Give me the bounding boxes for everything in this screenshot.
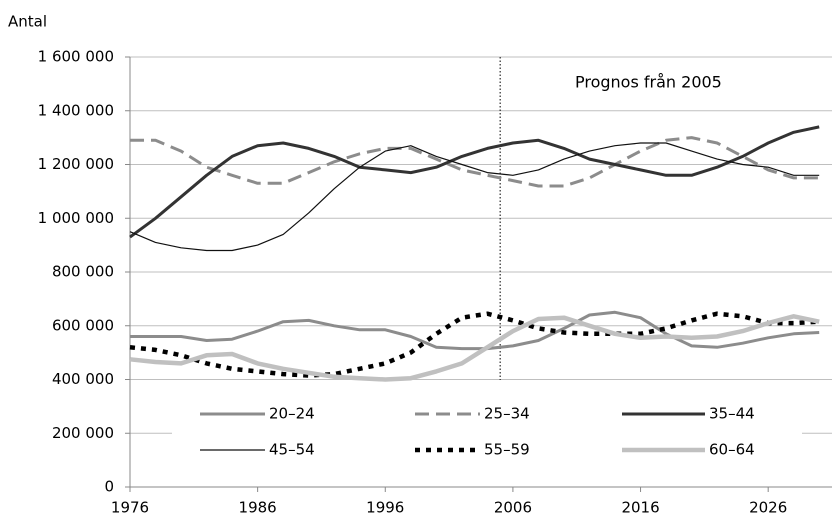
series-line bbox=[130, 136, 820, 188]
x-tick-label: 2016 bbox=[621, 499, 659, 517]
series-line bbox=[129, 142, 820, 252]
x-tick-label: 2026 bbox=[749, 499, 787, 517]
legend-label: 35–44 bbox=[709, 405, 755, 423]
y-tick-label: 600 000 bbox=[52, 316, 114, 334]
legend-label: 25–34 bbox=[484, 405, 530, 423]
legend-label: 55–59 bbox=[484, 441, 530, 459]
x-tick-label: 1976 bbox=[111, 499, 149, 517]
x-tick-label: 1996 bbox=[366, 499, 404, 517]
legend-label: 20–24 bbox=[269, 405, 315, 423]
series-line bbox=[130, 310, 820, 351]
series-line bbox=[129, 314, 820, 382]
y-tick-label: 400 000 bbox=[52, 370, 114, 388]
annotation: Prognos från 2005 bbox=[575, 73, 722, 92]
y-tick-label: 1 000 000 bbox=[38, 209, 114, 227]
series-line bbox=[129, 311, 820, 378]
y-tick-label: 200 000 bbox=[52, 424, 114, 442]
x-tick-label: 1986 bbox=[239, 499, 277, 517]
y-tick-label: 800 000 bbox=[52, 263, 114, 281]
legend-label: 60–64 bbox=[709, 441, 755, 459]
y-tick-label: 1 400 000 bbox=[38, 101, 114, 119]
x-tick-label: 2006 bbox=[494, 499, 532, 517]
y-tick-label: 1 200 000 bbox=[38, 155, 114, 173]
y-tick-label: 0 bbox=[104, 478, 114, 496]
legend-label: 45–54 bbox=[269, 441, 315, 459]
legend-box bbox=[172, 398, 802, 466]
y-axis-label: Antal bbox=[8, 13, 47, 31]
y-tick-label: 1 600 000 bbox=[38, 48, 114, 66]
series-line bbox=[129, 125, 820, 239]
